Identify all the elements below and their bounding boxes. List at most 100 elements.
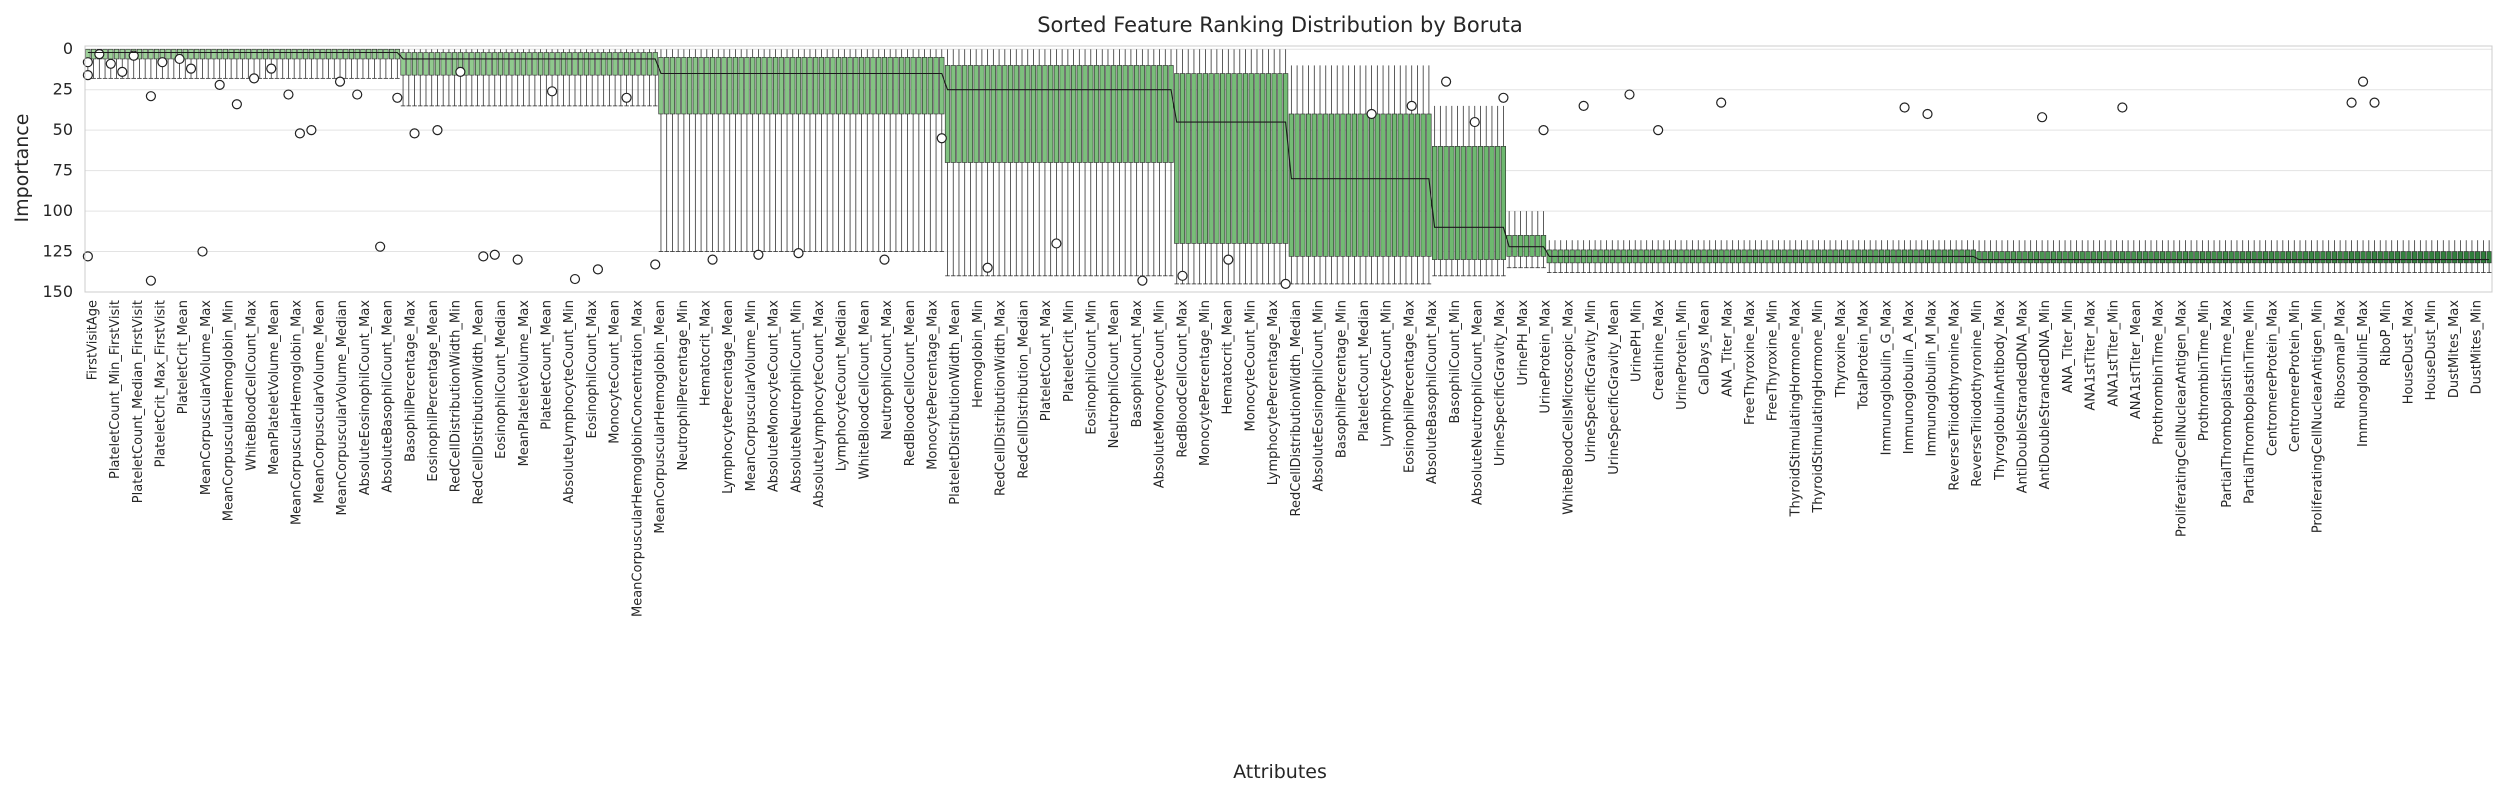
feature-box	[1500, 105, 1507, 277]
chart-title: Sorted Feature Ranking Distribution by B…	[1037, 13, 1523, 37]
iqr-box	[744, 57, 750, 115]
iqr-box	[2434, 251, 2441, 264]
iqr-box	[497, 52, 504, 76]
iqr-box	[2096, 251, 2103, 264]
x-tick-label: TotalProtein_Max	[1857, 300, 1872, 411]
feature-box	[2188, 240, 2194, 273]
feature-box	[698, 49, 704, 252]
iqr-box	[1002, 65, 1008, 163]
feature-box	[572, 49, 578, 107]
iqr-box	[440, 52, 446, 76]
feature-box	[1489, 105, 1495, 277]
feature-box	[1414, 65, 1421, 285]
x-tick-label: MeanCorpuscularVolume_Mean	[312, 300, 327, 504]
x-tick-label: LymphocytePercentage_Mean	[721, 300, 736, 494]
feature-box	[2366, 240, 2372, 273]
feature-box	[841, 49, 847, 252]
outlier-point	[2346, 97, 2357, 108]
iqr-box	[921, 57, 928, 115]
feature-box	[417, 49, 423, 107]
feature-box	[1179, 49, 1186, 285]
x-tick-label: RiboP_Min	[2379, 300, 2394, 366]
iqr-box	[1208, 73, 1214, 244]
x-tick-label: NeutrophilCount_Mean	[1107, 300, 1122, 448]
feature-box	[1323, 65, 1329, 285]
iqr-box	[2022, 251, 2028, 264]
feature-box	[492, 49, 498, 107]
feature-box	[790, 49, 796, 252]
x-tick-label: PlateletCount_Min_FirstVisit	[108, 300, 123, 479]
iqr-box	[761, 57, 767, 115]
feature-box	[2463, 240, 2469, 273]
outlier-point	[392, 92, 403, 103]
x-tick-label: RedBloodCellCount_Mean	[903, 300, 918, 466]
iqr-box	[2154, 251, 2160, 264]
feature-box	[423, 49, 429, 107]
x-tick-label: MeanCorpuscularVolume_Median	[335, 300, 350, 516]
iqr-box	[583, 52, 590, 76]
feature-box	[1225, 49, 1231, 285]
x-tick-label: MonocytePercentage_Min	[1198, 300, 1213, 466]
y-tick-label: 100	[42, 201, 73, 220]
feature-box	[583, 49, 590, 107]
feature-box	[1053, 49, 1059, 277]
x-tick-label: Immunoglobulin_A_Max	[1902, 300, 1917, 454]
feature-box	[1477, 105, 1484, 277]
iqr-box	[2045, 251, 2051, 264]
feature-box	[1403, 65, 1409, 285]
feature-box	[1088, 49, 1094, 277]
outlier-point	[174, 53, 185, 65]
iqr-box	[1116, 65, 1123, 163]
x-tick-label: LymphocyteCount_Min	[1380, 300, 1395, 447]
iqr-box	[2211, 251, 2217, 264]
outlier-point	[1624, 89, 1635, 100]
feature-box	[1340, 65, 1346, 285]
outlier-point	[1223, 254, 1234, 265]
feature-box	[1065, 49, 1071, 277]
iqr-box	[1420, 113, 1426, 257]
iqr-box	[1437, 146, 1443, 260]
iqr-box	[618, 52, 624, 76]
outlier-point	[105, 58, 116, 69]
feature-box	[2457, 240, 2464, 273]
iqr-box	[560, 52, 567, 76]
iqr-box	[1380, 113, 1386, 257]
iqr-box	[1036, 65, 1042, 163]
feature-box	[2417, 240, 2423, 273]
feature-box	[1432, 105, 1438, 277]
iqr-box	[2222, 251, 2229, 264]
feature-box	[474, 49, 481, 107]
x-tick-label: MeanCorpuscularHemoglobin_Mean	[653, 300, 668, 534]
iqr-box	[2469, 251, 2475, 264]
y-tick-labels: 0 25 50 75 100 125 150	[42, 39, 73, 301]
feature-box	[2119, 240, 2125, 273]
feature-box	[1328, 65, 1335, 285]
feature-box	[469, 49, 475, 107]
feature-box	[755, 49, 761, 252]
iqr-box	[1162, 65, 1168, 163]
iqr-box	[2010, 251, 2017, 264]
x-tick-label: Immunoglobulin_G_Max	[1879, 300, 1894, 456]
iqr-box	[675, 57, 681, 115]
feature-box	[652, 49, 658, 107]
iqr-box	[1059, 65, 1065, 163]
iqr-box	[228, 48, 234, 60]
feature-box	[2308, 240, 2315, 273]
feature-box	[2423, 240, 2429, 273]
x-tick-label: UrineSpecificGravity_Min	[1584, 300, 1599, 462]
x-tick-label: MeanCorpuscularVolume_Min	[744, 300, 759, 491]
iqr-box	[251, 48, 257, 60]
iqr-box	[824, 57, 830, 115]
feature-box	[480, 49, 486, 107]
outlier-point	[1653, 125, 1664, 136]
iqr-box	[262, 48, 269, 60]
feature-box	[1007, 49, 1014, 277]
iqr-box	[2240, 251, 2246, 264]
iqr-box	[847, 57, 853, 115]
x-tick-label: ANA1stTiter_Mean	[2129, 300, 2144, 419]
iqr-box	[2291, 251, 2297, 264]
iqr-box	[308, 48, 314, 60]
x-tick-label: WhiteBloodCellCount_Max	[244, 300, 259, 471]
feature-box	[1082, 49, 1088, 277]
iqr-box	[1122, 65, 1128, 163]
